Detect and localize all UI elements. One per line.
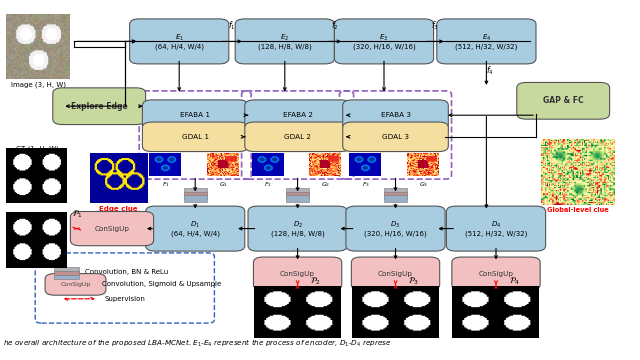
- Bar: [54, 271, 79, 275]
- Text: $G_1$: $G_1$: [219, 180, 228, 189]
- Text: EFABA 3: EFABA 3: [381, 112, 410, 118]
- Bar: [184, 192, 207, 198]
- FancyBboxPatch shape: [517, 82, 610, 119]
- Text: $f_2$: $f_2$: [331, 20, 338, 32]
- FancyBboxPatch shape: [245, 100, 351, 130]
- FancyBboxPatch shape: [53, 88, 146, 125]
- FancyBboxPatch shape: [130, 19, 229, 64]
- Text: Explore Edge: Explore Edge: [71, 102, 127, 111]
- FancyBboxPatch shape: [343, 100, 448, 130]
- Text: $E_4$
(512, H/32, W/32): $E_4$ (512, H/32, W/32): [455, 32, 518, 50]
- Text: GAP & FC: GAP & FC: [543, 96, 584, 105]
- Text: ConSigUp: ConSigUp: [60, 282, 91, 287]
- FancyBboxPatch shape: [452, 257, 540, 290]
- FancyBboxPatch shape: [334, 19, 434, 64]
- Text: $D_1$
(64, H/4, W/4): $D_1$ (64, H/4, W/4): [171, 220, 220, 238]
- Text: $E_3$
(320, H/16, W/16): $E_3$ (320, H/16, W/16): [353, 32, 415, 50]
- FancyBboxPatch shape: [142, 100, 248, 130]
- Text: $f_3$: $f_3$: [431, 20, 439, 32]
- Text: Supervision: Supervision: [104, 296, 145, 302]
- Bar: [54, 267, 79, 272]
- Text: $E_1$
(64, H/4, W/4): $E_1$ (64, H/4, W/4): [155, 32, 204, 50]
- FancyBboxPatch shape: [248, 206, 347, 251]
- FancyBboxPatch shape: [343, 122, 448, 152]
- Text: $G_3$: $G_3$: [419, 180, 428, 189]
- FancyBboxPatch shape: [346, 206, 445, 251]
- Text: $\mathcal{P}_3$: $\mathcal{P}_3$: [408, 275, 419, 287]
- Text: $E_2$
(128, H/8, W/8): $E_2$ (128, H/8, W/8): [258, 32, 312, 50]
- Bar: [384, 192, 407, 198]
- Text: GDAL 2: GDAL 2: [284, 134, 311, 140]
- Text: $\mathcal{P}_4$: $\mathcal{P}_4$: [509, 275, 520, 287]
- FancyBboxPatch shape: [236, 19, 334, 64]
- Bar: [54, 275, 79, 279]
- FancyBboxPatch shape: [351, 257, 440, 290]
- Text: Global-level clue: Global-level clue: [547, 207, 609, 213]
- Text: $f_1$: $f_1$: [228, 20, 236, 32]
- FancyBboxPatch shape: [437, 19, 536, 64]
- Text: $F_2$: $F_2$: [264, 180, 272, 189]
- Text: $\mathcal{P}_1$: $\mathcal{P}_1$: [72, 208, 83, 220]
- Text: $F_3$: $F_3$: [362, 180, 370, 189]
- Text: Convolution, BN & ReLu: Convolution, BN & ReLu: [85, 269, 168, 275]
- Text: Image (3, H, W): Image (3, H, W): [11, 81, 66, 87]
- Text: EFABA 1: EFABA 1: [180, 112, 210, 118]
- Text: $D_3$
(320, H/16, W/16): $D_3$ (320, H/16, W/16): [364, 220, 427, 238]
- Text: GT (1, H, W): GT (1, H, W): [16, 146, 58, 152]
- Text: Edge clue: Edge clue: [99, 206, 138, 212]
- Text: EFABA 2: EFABA 2: [283, 112, 312, 118]
- Text: ConSigUp: ConSigUp: [95, 226, 129, 231]
- FancyBboxPatch shape: [146, 206, 244, 251]
- Bar: [286, 195, 309, 202]
- Text: $\mathcal{P}_2$: $\mathcal{P}_2$: [310, 275, 321, 287]
- Text: $D_2$
(128, H/8, W/8): $D_2$ (128, H/8, W/8): [271, 220, 324, 238]
- Bar: [384, 188, 407, 194]
- Text: GDAL 3: GDAL 3: [382, 134, 409, 140]
- FancyBboxPatch shape: [447, 206, 545, 251]
- Text: ConSigUp: ConSigUp: [378, 271, 413, 276]
- Bar: [384, 195, 407, 202]
- Text: Convolution, Sigmoid & Upsample: Convolution, Sigmoid & Upsample: [102, 282, 221, 287]
- Bar: [286, 192, 309, 198]
- FancyBboxPatch shape: [142, 122, 248, 152]
- FancyBboxPatch shape: [245, 122, 351, 152]
- FancyBboxPatch shape: [45, 274, 106, 295]
- Text: $G_2$: $G_2$: [321, 180, 330, 189]
- FancyBboxPatch shape: [253, 257, 342, 290]
- Text: ConSigUp: ConSigUp: [479, 271, 513, 276]
- FancyBboxPatch shape: [70, 211, 154, 246]
- Text: ConSigUp: ConSigUp: [280, 271, 315, 276]
- Text: he overall architecture of the proposed LBA-MCNet. $E_1$-$E_4$ represent the pro: he overall architecture of the proposed …: [3, 338, 392, 349]
- Bar: [184, 188, 207, 194]
- Bar: [184, 195, 207, 202]
- Bar: [286, 188, 309, 194]
- Text: $f_4$: $f_4$: [486, 65, 493, 77]
- Text: GDAL 1: GDAL 1: [182, 134, 209, 140]
- Text: $D_4$
(512, H/32, W/32): $D_4$ (512, H/32, W/32): [465, 220, 527, 238]
- Text: $F_1$: $F_1$: [162, 180, 170, 189]
